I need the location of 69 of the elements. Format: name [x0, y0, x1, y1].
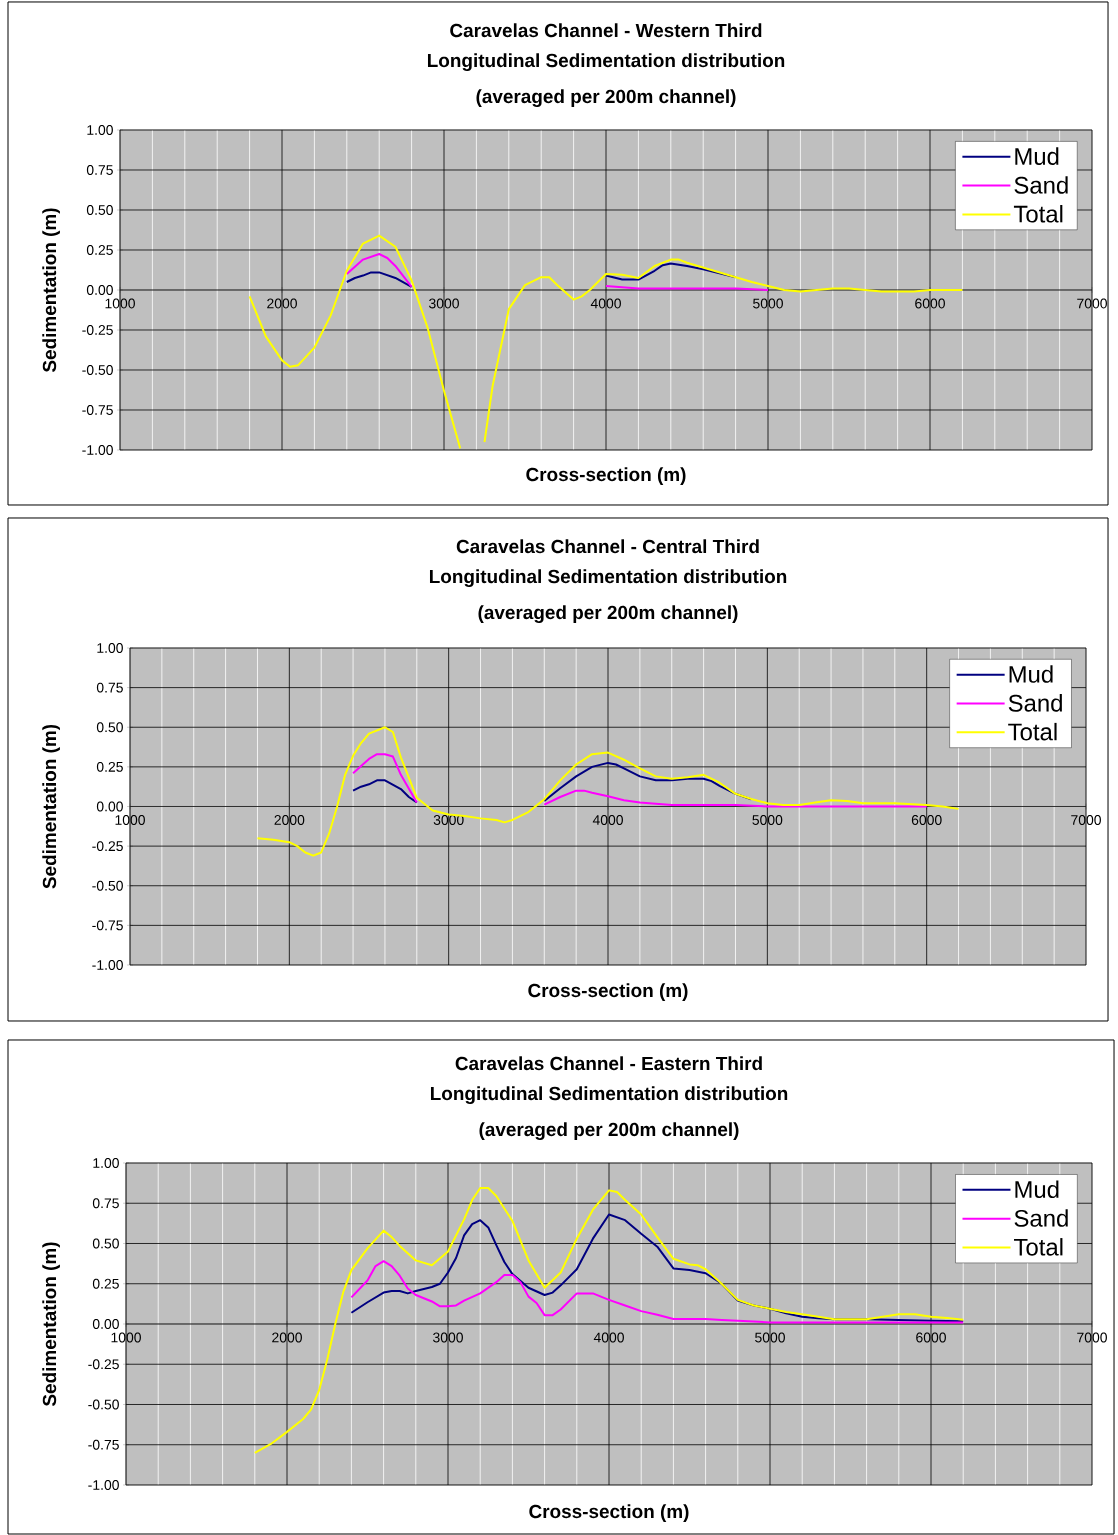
- chart-subtitle: Longitudinal Sedimentation distribution: [430, 1086, 788, 1105]
- x-tick-label: 6000: [915, 298, 945, 309]
- y-axis-title: Sedimentation (m): [42, 724, 60, 889]
- x-tick-label: 5000: [755, 1332, 785, 1343]
- x-tick-label: 6000: [916, 1332, 946, 1343]
- chart-title: Caravelas Channel - Central Third: [456, 539, 759, 554]
- x-tick-label: 4000: [592, 815, 623, 825]
- y-tick-label: 0.75: [86, 165, 113, 175]
- legend-label: Mud: [1015, 1180, 1059, 1199]
- y-tick-label: 1.00: [97, 643, 123, 653]
- y-tick-label: -0.25: [88, 1359, 119, 1370]
- y-tick-label: -0.75: [92, 920, 123, 931]
- legend-label: Sand: [1014, 176, 1068, 194]
- x-tick-label: 1000: [105, 298, 135, 309]
- legend-label: Total: [1008, 722, 1057, 741]
- y-tick-label: -0.75: [82, 405, 113, 415]
- x-tick-label: 1000: [115, 815, 145, 825]
- chart-subtitle: Longitudinal Sedimentation distribution: [427, 53, 785, 71]
- text: (averaged per 200m channel): [479, 1122, 739, 1141]
- chart-subtitle: Longitudinal Sedimentation distribution: [429, 569, 787, 587]
- x-axis-title: Cross-section (m): [529, 1504, 689, 1522]
- x-tick-label: 2000: [272, 1332, 302, 1343]
- y-tick-label: 0.25: [92, 1278, 119, 1289]
- y-axis-title: Sedimentation (m): [42, 1242, 60, 1407]
- x-tick-label: 5000: [753, 298, 783, 309]
- text: (averaged per 200m channel): [478, 605, 738, 623]
- y-tick-label: -1.00: [82, 445, 113, 455]
- legend-label: Total: [1014, 1238, 1063, 1256]
- legend-label: Total: [1013, 204, 1063, 223]
- chart-title: Caravelas Channel - Western Third: [450, 23, 762, 38]
- y-tick-label: 1.00: [93, 1158, 119, 1168]
- x-tick-label: 1000: [111, 1332, 141, 1343]
- x-tick-label: 7000: [1077, 1332, 1107, 1343]
- text: (averaged per 200m channel): [476, 89, 736, 107]
- y-tick-label: -0.50: [88, 1399, 119, 1410]
- x-axis-title: Cross-section (m): [528, 983, 688, 1001]
- y-tick-label: 0.00: [86, 285, 113, 295]
- y-tick-label: -0.50: [92, 880, 123, 891]
- legend-label: Mud: [1015, 147, 1059, 165]
- y-tick-label: -0.75: [88, 1439, 119, 1450]
- y-tick-label: 0.50: [96, 722, 123, 733]
- line-series: [350, 1213, 965, 1323]
- y-tick-label: 0.50: [86, 205, 113, 215]
- y-tick-label: 0.75: [96, 682, 123, 693]
- x-tick-label: 4000: [590, 298, 621, 309]
- x-tick-label: 7000: [1077, 298, 1107, 309]
- y-tick-label: -0.25: [92, 841, 123, 852]
- x-tick-label: 7000: [1071, 815, 1101, 825]
- y-tick-label: 0.75: [92, 1198, 119, 1209]
- x-tick-label: 2000: [267, 298, 297, 309]
- y-tick-label: -1.00: [92, 960, 123, 970]
- y-tick-label: -0.50: [82, 365, 113, 375]
- y-tick-label: 0.00: [92, 1319, 119, 1329]
- chart-title: Caravelas Channel - Eastern Third: [455, 1056, 762, 1071]
- y-axis-title: Sedimentation (m): [42, 208, 60, 372]
- y-tick-label: -1.00: [88, 1480, 119, 1490]
- legend-label: Mud: [1009, 665, 1053, 683]
- y-tick-label: 1.00: [87, 125, 113, 135]
- x-tick-label: 3000: [429, 298, 459, 309]
- y-tick-label: 0.00: [96, 801, 123, 812]
- legend-label: Sand: [1014, 1209, 1068, 1227]
- legend-label: Sand: [1008, 694, 1062, 712]
- x-axis-title: Cross-section (m): [526, 467, 686, 485]
- y-tick-label: 0.50: [92, 1238, 119, 1249]
- y-tick-label: 0.25: [96, 761, 123, 772]
- y-tick-label: -0.25: [82, 325, 113, 335]
- y-tick-label: 0.25: [86, 245, 113, 255]
- x-tick-label: 4000: [593, 1332, 624, 1343]
- x-tick-label: 3000: [433, 1332, 463, 1343]
